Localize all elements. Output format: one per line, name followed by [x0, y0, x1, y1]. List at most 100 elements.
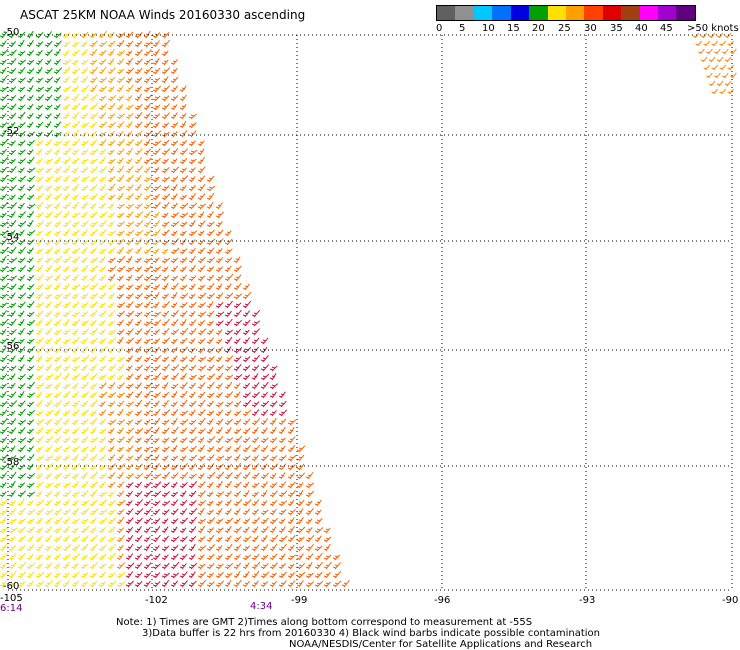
wind-barb [179, 85, 187, 93]
wind-barb [143, 194, 152, 201]
wind-barb [188, 283, 196, 291]
wind-barb [89, 471, 98, 480]
wind-barb [170, 257, 179, 264]
wind-barb [98, 526, 107, 534]
wind-barb [170, 176, 179, 183]
wind-barb [125, 301, 134, 309]
wind-barb [89, 176, 98, 183]
wind-barb [134, 338, 142, 345]
wind-barb [53, 157, 61, 165]
wind-barb [80, 436, 89, 444]
wind-barb [143, 365, 151, 372]
wind-barb [152, 248, 160, 255]
wind-barb [26, 500, 34, 507]
wind-barb [179, 527, 187, 534]
wind-barb [35, 382, 45, 390]
wind-barb [296, 553, 304, 561]
wind-barb [188, 293, 196, 300]
legend-swatch [492, 6, 511, 20]
wind-barb [0, 355, 8, 363]
wind-barb [323, 527, 331, 534]
wind-barb [62, 147, 72, 156]
wind-barb [206, 221, 215, 228]
wind-barb [35, 220, 45, 228]
wind-barb [35, 473, 43, 480]
wind-barb [89, 553, 98, 561]
wind-barb [260, 463, 268, 471]
wind-barb [197, 545, 207, 552]
wind-barb [215, 364, 224, 372]
wind-barb [260, 437, 269, 444]
wind-barb [188, 239, 196, 246]
wind-barb [179, 356, 188, 363]
wind-barb [8, 283, 17, 291]
wind-barb [152, 49, 160, 57]
wind-barb [17, 184, 25, 192]
wind-barb [98, 49, 107, 57]
wind-barb [89, 508, 99, 516]
wind-barb [89, 534, 98, 543]
wind-barb [206, 257, 215, 264]
wind-barb [71, 427, 80, 435]
wind-barb [296, 526, 306, 534]
wind-barb [251, 526, 259, 534]
wind-barb [17, 561, 27, 570]
wind-barb [152, 463, 160, 471]
wind-barb [206, 509, 214, 516]
wind-barb [224, 310, 232, 318]
wind-barb [89, 572, 97, 579]
wind-barb [323, 561, 332, 570]
wind-barb [44, 418, 53, 426]
wind-barb [107, 230, 117, 237]
wind-barb [314, 561, 323, 570]
wind-barb [17, 122, 26, 129]
wind-barb [44, 319, 53, 327]
wind-barb [152, 121, 160, 129]
wind-barb [35, 248, 43, 255]
wind-barb [44, 112, 52, 120]
wind-barb [107, 356, 116, 363]
wind-barb [116, 185, 126, 192]
wind-barb [89, 327, 98, 336]
wind-barb [80, 194, 89, 201]
wind-barb [107, 572, 117, 579]
wind-barb [722, 72, 729, 79]
wind-barb [188, 158, 197, 165]
wind-barb [251, 491, 259, 498]
wind-barb [17, 498, 25, 507]
wind-barb [8, 553, 17, 561]
wind-barb [0, 417, 8, 426]
wind-barb [305, 500, 313, 507]
wind-barb [107, 102, 116, 111]
wind-barb [116, 427, 124, 435]
wind-barb [26, 175, 35, 183]
wind-barb [197, 499, 207, 507]
wind-barb [179, 455, 187, 462]
wind-barb [62, 508, 72, 516]
wind-barb [161, 301, 170, 309]
wind-barb [161, 337, 171, 345]
wind-barb [134, 139, 143, 147]
wind-barb [269, 391, 277, 399]
wind-barb [730, 72, 737, 79]
legend-label: 30 [584, 23, 597, 34]
wind-barb [152, 311, 162, 318]
wind-barb [62, 338, 71, 345]
wind-barb [152, 130, 162, 138]
wind-barb [152, 284, 161, 291]
wind-barb [98, 77, 108, 84]
wind-barb [89, 112, 99, 120]
wind-barb [305, 572, 314, 579]
wind-barb [62, 193, 70, 201]
wind-barb [17, 257, 26, 264]
wind-barb [53, 300, 63, 309]
wind-barb [125, 184, 134, 192]
wind-barb [98, 183, 106, 192]
wind-barb [26, 239, 35, 246]
wind-barb [152, 77, 161, 84]
wind-barb [152, 104, 161, 111]
wind-barb [179, 158, 188, 165]
wind-barb [98, 266, 106, 273]
wind-barb [107, 401, 116, 408]
wind-barb [152, 148, 161, 156]
